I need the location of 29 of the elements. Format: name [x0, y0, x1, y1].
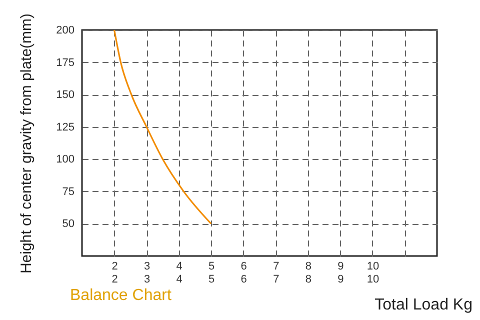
y-tick-label: 150: [56, 89, 74, 102]
x-axis-title: Total Load Kg: [374, 296, 472, 314]
line-series: [113, 29, 212, 225]
x2-tick-label: 9: [338, 274, 344, 286]
x2-tick-label: 4: [176, 274, 182, 286]
x2-tick-label: 7: [273, 274, 280, 286]
y-tick-label: 125: [56, 121, 74, 134]
x-tick-label: 4: [176, 260, 182, 272]
x-tick-label: 7: [273, 260, 280, 272]
x-tick-label: 8: [305, 260, 312, 272]
y-tick-label: 200: [56, 24, 74, 36]
x-tick-label: 9: [338, 260, 344, 272]
x-tick-label: 6: [240, 260, 247, 272]
x-tick-label: 10: [366, 260, 380, 272]
x-tick-label: 3: [144, 260, 150, 272]
x2-tick-label: 10: [366, 274, 380, 286]
y-axis-title: Height of center gravity from plate(mm): [18, 13, 36, 274]
text: Balance Chart: [70, 286, 172, 304]
y-tick-label: 100: [56, 154, 74, 166]
x2-tick-label: 8: [305, 274, 312, 286]
y-tick-label: 175: [56, 56, 74, 69]
y-tick-label: 75: [62, 186, 74, 198]
x-tick-label: 5: [208, 260, 215, 272]
x-tick-label: 2: [112, 260, 118, 272]
y-tick-label: 50: [62, 218, 74, 230]
x2-tick-label: 3: [144, 274, 150, 286]
x2-tick-label: 2: [112, 274, 118, 286]
x2-tick-label: 5: [208, 274, 215, 286]
x2-tick-label: 6: [240, 274, 247, 286]
